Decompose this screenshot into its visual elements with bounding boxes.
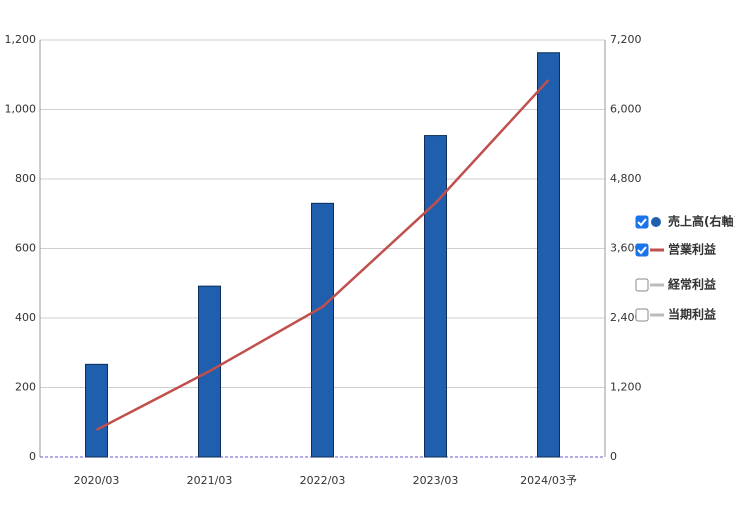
- legend-checkbox[interactable]: [635, 308, 649, 322]
- legend-label[interactable]: 当期利益: [668, 307, 716, 322]
- y-tick-label: 1,200: [5, 33, 37, 46]
- y-tick-label: 1,000: [5, 103, 37, 116]
- legend-label[interactable]: 営業利益: [668, 242, 716, 257]
- legend-checkbox[interactable]: [635, 215, 649, 229]
- legend-label[interactable]: 経常利益: [668, 277, 716, 292]
- y2-tick-label: 7,200: [610, 33, 642, 46]
- y2-tick-label: 0: [610, 450, 617, 463]
- bar: [537, 52, 560, 458]
- y2-tick-label: 1,200: [610, 381, 642, 394]
- x-tick-label: 2022/03: [300, 474, 346, 487]
- bar: [85, 363, 108, 458]
- bar: [424, 135, 447, 458]
- bar: [311, 202, 334, 458]
- x-tick-label: 2021/03: [187, 474, 233, 487]
- legend-checkbox[interactable]: [635, 243, 649, 257]
- legend-checkbox[interactable]: [635, 278, 649, 292]
- legend-label[interactable]: 売上高(右軸): [668, 214, 735, 229]
- y2-tick-label: 3,600: [610, 242, 642, 255]
- line: [95, 79, 550, 432]
- y-tick-label: 600: [15, 242, 36, 255]
- y-tick-label: 800: [15, 172, 36, 185]
- y-tick-label: 400: [15, 311, 36, 324]
- y-tick-label: 200: [15, 381, 36, 394]
- legend-check: [637, 218, 647, 227]
- x-tick-label: 2023/03: [413, 474, 459, 487]
- y-tick-label: 0: [29, 450, 36, 463]
- y2-tick-label: 4,800: [610, 172, 642, 185]
- legend-check: [637, 246, 647, 255]
- y2-tick-label: 6,000: [610, 103, 642, 116]
- y2-tick-label: 2,400: [610, 311, 642, 324]
- x-tick-label: 2024/03予: [520, 474, 577, 487]
- legend-swatch: [651, 217, 661, 227]
- x-tick-label: 2020/03: [74, 474, 120, 487]
